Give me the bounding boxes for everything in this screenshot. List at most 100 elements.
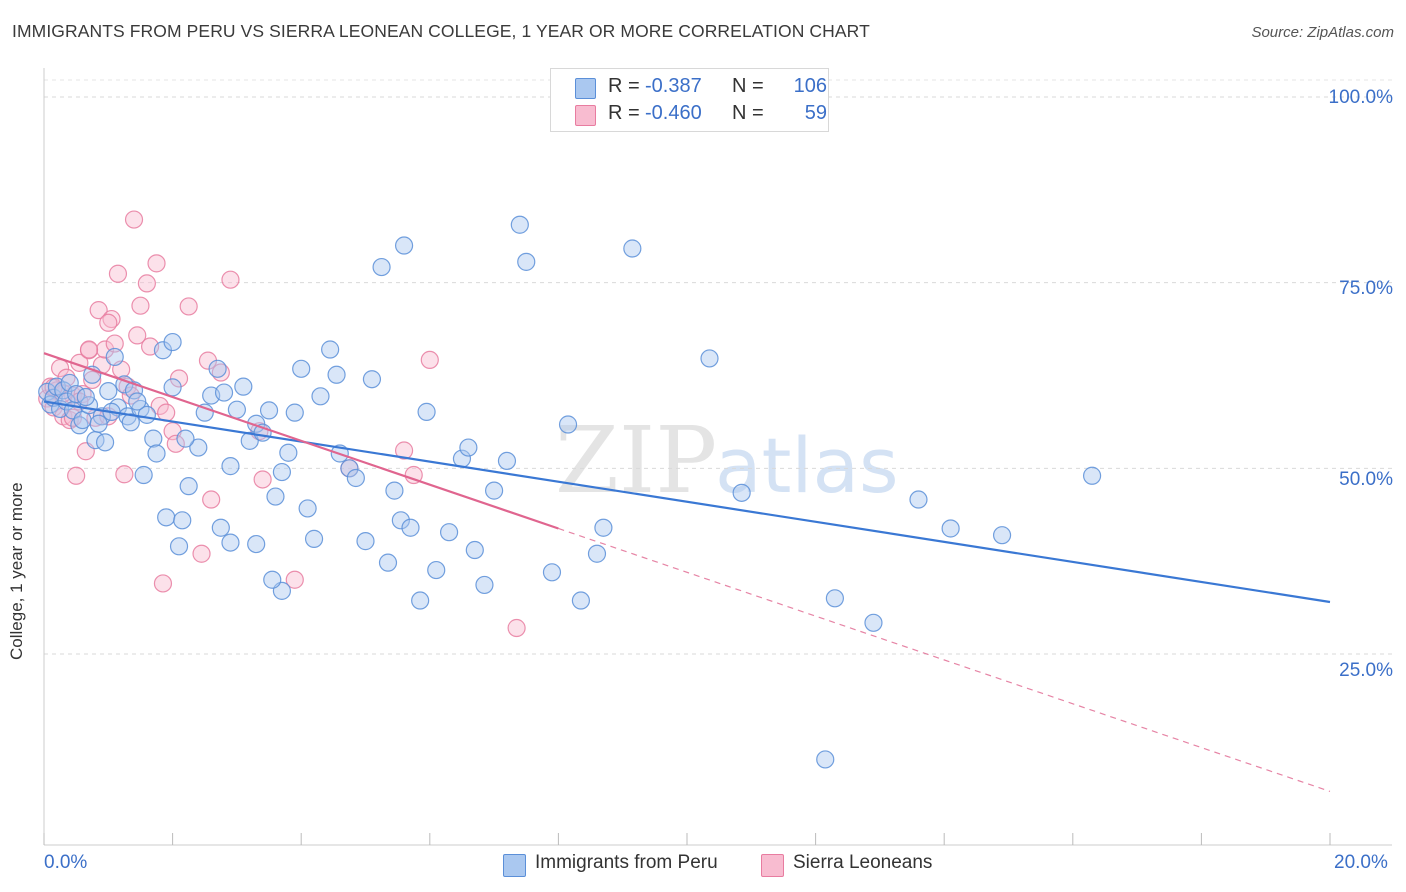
- n-value: 59: [804, 102, 827, 124]
- peru-point: [221, 533, 240, 552]
- sierra-leonean-point: [147, 254, 166, 273]
- peru-point: [439, 523, 459, 542]
- peru-point: [594, 518, 613, 537]
- peru-point: [292, 359, 311, 378]
- correlation-legend: R = -0.387 N = 106 R = -0.460 N = 59: [550, 68, 829, 132]
- sierra-leonean-point: [221, 270, 240, 289]
- peru-point: [221, 457, 240, 476]
- peru-point: [394, 236, 414, 255]
- peru-point: [298, 499, 317, 518]
- peru-point: [211, 518, 230, 537]
- sierra-leonean-point: [404, 465, 423, 485]
- peru-point: [700, 349, 719, 368]
- peru-point: [272, 462, 292, 482]
- peru-point: [304, 529, 324, 548]
- peru-point: [385, 481, 404, 500]
- sierra-leonean-point: [83, 370, 102, 390]
- watermark-zip: ZIP: [555, 407, 717, 514]
- peru-point: [459, 438, 478, 457]
- peru-point: [105, 347, 124, 367]
- peru-point: [208, 359, 227, 378]
- sierra-leonean-point: [166, 434, 185, 453]
- peru-point: [214, 383, 234, 402]
- peru-point: [587, 544, 607, 563]
- peru-point: [163, 378, 182, 397]
- y-tick-label: 25.0%: [1339, 660, 1393, 681]
- r-label: R =: [608, 75, 640, 97]
- sierra-leonean-point: [89, 301, 108, 320]
- n-label: N =: [732, 102, 764, 124]
- y-tick-label: 50.0%: [1339, 469, 1393, 490]
- source-label: Source: ZipAtlas.com: [1251, 24, 1394, 41]
- peru-point: [89, 414, 108, 433]
- trend-lines: [43, 352, 1331, 792]
- peru-point: [259, 401, 279, 420]
- peru-point: [60, 373, 79, 393]
- peru-point: [427, 560, 446, 580]
- peru-point: [76, 387, 95, 407]
- sierra-leonean-point: [79, 340, 99, 359]
- peru-point: [1082, 466, 1102, 485]
- peru-point: [134, 465, 153, 485]
- peru-point: [99, 381, 118, 401]
- peru-point: [285, 403, 304, 422]
- x-tick-label: 20.0%: [1334, 852, 1388, 873]
- sierra-leonean-swatch: [575, 105, 596, 126]
- peru-point: [510, 215, 529, 234]
- sierra-leonean-point: [99, 313, 118, 332]
- peru-point: [179, 477, 198, 496]
- peru-point: [176, 429, 195, 448]
- peru-trend-line: [43, 400, 1331, 604]
- sierra-leonean-point: [153, 574, 173, 593]
- peru-point: [362, 370, 382, 389]
- peru-point: [340, 459, 359, 478]
- peru-point: [169, 537, 189, 556]
- peru-point: [417, 402, 436, 421]
- peru-point: [263, 570, 282, 589]
- peru-points: [38, 215, 1102, 769]
- peru-point: [234, 377, 253, 396]
- peru-point: [95, 433, 115, 452]
- sierra-leonean-point: [115, 465, 134, 484]
- sierra-leonean-point: [105, 334, 124, 353]
- peru-point: [571, 591, 591, 610]
- sierra-leonean-points: [38, 210, 526, 638]
- r-value: -0.387: [645, 75, 702, 97]
- peru-point: [121, 413, 140, 432]
- watermark: ZIP atlas: [555, 407, 899, 514]
- peru-point: [147, 444, 166, 463]
- r-value: -0.460: [645, 102, 702, 124]
- sierra-leonean-point: [137, 274, 156, 293]
- legend-label: Sierra Leoneans: [793, 852, 933, 873]
- chart-title: IMMIGRANTS FROM PERU VS SIERRA LEONEAN C…: [12, 21, 870, 41]
- peru-point: [391, 511, 410, 530]
- peru-point: [465, 540, 484, 560]
- peru-point: [157, 508, 176, 527]
- peru-point: [240, 431, 259, 450]
- peru-point: [163, 332, 182, 352]
- sierra-leonean-point: [124, 210, 144, 229]
- sierra-leonean-point: [192, 544, 211, 563]
- sierra-leonean-point: [108, 264, 128, 283]
- r-label: R =: [608, 102, 640, 124]
- peru-point: [542, 563, 562, 582]
- peru-point: [485, 481, 504, 500]
- sierra-leonean-point: [202, 490, 221, 509]
- sierra-leonean-point: [179, 297, 198, 316]
- peru-point: [189, 438, 208, 457]
- sierra-leonean-point: [253, 470, 272, 489]
- sierra-leonean-swatch: [761, 854, 784, 877]
- sierra-leonean-trend-line-extrapolated: [558, 527, 1331, 792]
- sierra-leonean-point: [420, 350, 439, 370]
- peru-point: [401, 518, 420, 537]
- peru-point: [173, 511, 192, 530]
- y-axis-label: College, 1 year or more: [7, 482, 26, 660]
- peru-swatch: [575, 78, 596, 99]
- y-tick-label: 75.0%: [1339, 278, 1393, 299]
- gridlines: [44, 79, 1392, 655]
- peru-point: [992, 526, 1012, 545]
- n-value: 106: [793, 75, 827, 97]
- peru-point: [346, 468, 365, 488]
- peru-point: [327, 365, 346, 384]
